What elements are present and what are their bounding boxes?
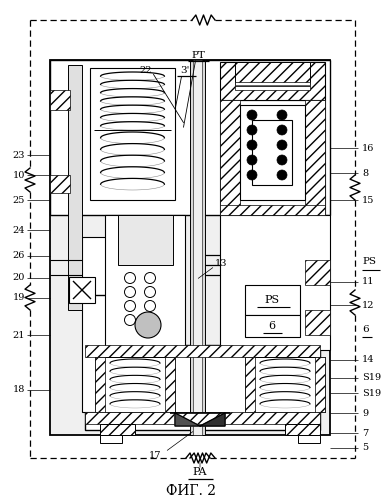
Circle shape <box>247 140 257 150</box>
Text: 23: 23 <box>13 151 25 160</box>
Circle shape <box>125 286 136 297</box>
Bar <box>245 285 300 315</box>
Text: 6: 6 <box>362 325 369 334</box>
Bar <box>220 100 325 215</box>
Bar <box>220 205 325 215</box>
Bar <box>252 120 292 185</box>
Circle shape <box>277 125 287 135</box>
Bar <box>165 357 175 412</box>
Bar <box>235 82 310 90</box>
Text: 21: 21 <box>13 330 25 339</box>
Bar <box>305 260 330 285</box>
Text: 9: 9 <box>362 409 368 418</box>
Text: 16: 16 <box>362 144 375 153</box>
Text: 22: 22 <box>139 65 152 74</box>
Text: PT: PT <box>191 50 205 59</box>
Text: S191: S191 <box>362 373 381 383</box>
Bar <box>85 412 320 424</box>
Bar <box>50 60 330 215</box>
Text: 20: 20 <box>13 273 25 282</box>
Circle shape <box>144 272 155 283</box>
Bar <box>305 310 330 335</box>
Bar <box>220 100 240 215</box>
Bar <box>50 60 330 435</box>
Text: PA: PA <box>193 467 207 477</box>
Bar <box>69 277 95 303</box>
Circle shape <box>135 312 161 338</box>
Circle shape <box>125 314 136 325</box>
Bar <box>85 345 320 430</box>
Circle shape <box>247 125 257 135</box>
Bar <box>100 435 122 443</box>
Circle shape <box>277 155 287 165</box>
Circle shape <box>144 300 155 311</box>
Text: 26: 26 <box>13 251 25 260</box>
Bar <box>95 357 175 412</box>
Bar <box>85 345 320 357</box>
Bar <box>193 60 202 435</box>
Bar <box>82 237 107 412</box>
Bar <box>285 424 320 435</box>
Bar <box>190 60 205 435</box>
Text: 25: 25 <box>13 196 25 205</box>
Circle shape <box>277 140 287 150</box>
Circle shape <box>247 170 257 180</box>
Bar <box>50 90 70 110</box>
Bar <box>298 435 320 443</box>
Bar <box>245 357 325 412</box>
Bar <box>95 357 105 412</box>
Bar <box>240 105 305 200</box>
Text: 8: 8 <box>362 169 368 178</box>
Bar <box>68 65 82 310</box>
Bar <box>235 62 310 84</box>
Text: 10: 10 <box>13 171 25 180</box>
Bar <box>245 315 300 337</box>
Bar <box>100 424 135 435</box>
Bar <box>50 175 70 193</box>
Text: 5: 5 <box>362 444 368 453</box>
Bar <box>245 357 255 412</box>
Circle shape <box>125 272 136 283</box>
Polygon shape <box>175 413 200 426</box>
Text: ФИГ. 2: ФИГ. 2 <box>166 484 216 498</box>
Text: 19: 19 <box>13 293 25 302</box>
Bar <box>220 215 330 350</box>
Text: 13: 13 <box>215 258 227 267</box>
Bar <box>90 68 175 200</box>
Text: 12: 12 <box>362 300 375 309</box>
Circle shape <box>277 170 287 180</box>
Circle shape <box>144 314 155 325</box>
Bar <box>315 357 325 412</box>
Text: 6: 6 <box>269 321 275 331</box>
Text: S192: S192 <box>362 389 381 398</box>
Circle shape <box>277 110 287 120</box>
Circle shape <box>125 300 136 311</box>
Text: 24: 24 <box>13 226 25 235</box>
Text: 7: 7 <box>362 429 368 438</box>
Text: 11: 11 <box>362 277 375 286</box>
Circle shape <box>144 286 155 297</box>
Circle shape <box>247 155 257 165</box>
Text: 15: 15 <box>362 196 375 205</box>
Circle shape <box>247 110 257 120</box>
Polygon shape <box>200 413 225 426</box>
Text: 3': 3' <box>180 65 190 74</box>
Text: 18: 18 <box>13 386 25 395</box>
Bar <box>305 100 325 215</box>
Text: PS: PS <box>264 295 280 305</box>
Bar <box>118 215 173 265</box>
Bar <box>220 62 325 100</box>
Bar <box>105 215 185 350</box>
Text: 17: 17 <box>149 451 161 460</box>
Text: PS: PS <box>362 257 376 266</box>
Text: 14: 14 <box>362 355 375 364</box>
